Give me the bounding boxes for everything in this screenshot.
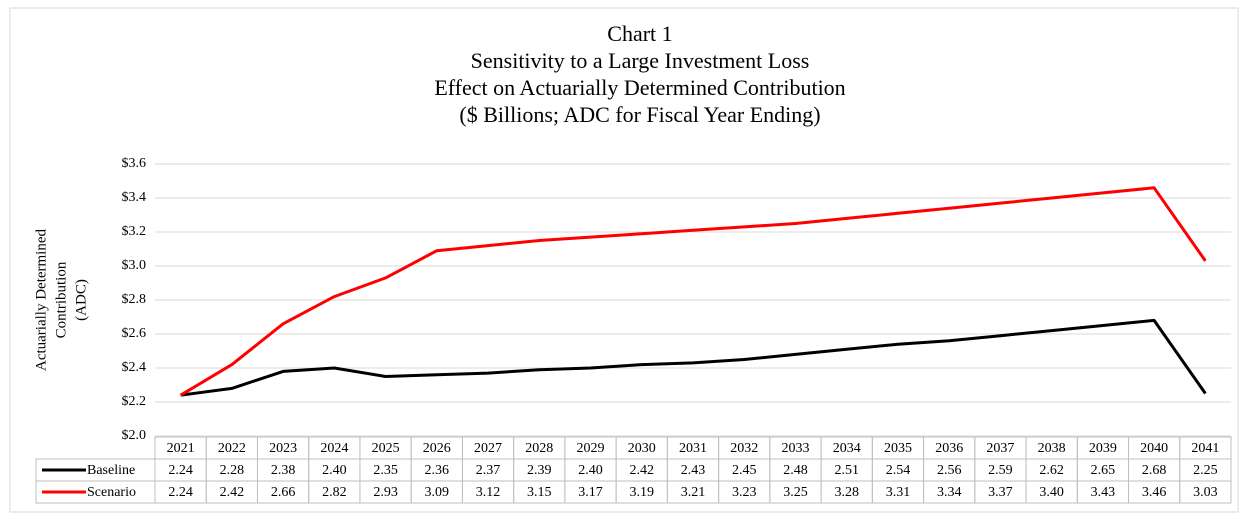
x-tick-label: 2021 — [167, 441, 195, 456]
table-value: 2.25 — [1193, 463, 1218, 478]
y-tick-label: $3.4 — [122, 190, 147, 205]
table-value: 2.28 — [220, 463, 245, 478]
table-cell — [1179, 480, 1232, 504]
y-tick-label: $2.6 — [122, 326, 147, 341]
table-value: 3.23 — [732, 485, 757, 500]
y-axis-label: (ADC) — [73, 279, 89, 321]
table-value: 3.03 — [1193, 485, 1218, 500]
table-value: 2.56 — [937, 463, 962, 478]
table-value: 2.40 — [322, 463, 347, 478]
x-tick-label: 2025 — [372, 441, 400, 456]
x-tick-label: 2036 — [935, 441, 963, 456]
x-tick-label: 2035 — [884, 441, 912, 456]
table-value: 3.31 — [886, 485, 911, 500]
x-tick-label: 2026 — [423, 441, 451, 456]
table-value: 2.38 — [271, 463, 296, 478]
table-value: 2.82 — [322, 485, 347, 500]
table-value: 2.93 — [373, 485, 398, 500]
legend-label: Scenario — [87, 485, 136, 500]
x-tick-label: 2029 — [577, 441, 605, 456]
x-tick-label: 2030 — [628, 441, 656, 456]
y-tick-label: $2.0 — [122, 428, 147, 443]
x-tick-label: 2027 — [474, 441, 502, 456]
table-value: 2.54 — [886, 463, 911, 478]
legend-label: Baseline — [87, 463, 135, 478]
x-tick-label: 2023 — [269, 441, 297, 456]
table-value: 2.45 — [732, 463, 757, 478]
table-value: 2.59 — [988, 463, 1013, 478]
y-tick-label: $2.4 — [122, 360, 147, 375]
x-tick-label: 2037 — [986, 441, 1014, 456]
chart-border — [9, 7, 1239, 513]
table-value: 2.51 — [834, 463, 859, 478]
x-tick-label: 2032 — [730, 441, 758, 456]
x-tick-label: 2028 — [525, 441, 553, 456]
chart-title: Chart 1 — [607, 21, 672, 46]
table-value: 3.09 — [425, 485, 450, 500]
table-value: 2.48 — [783, 463, 808, 478]
x-tick-label: 2039 — [1089, 441, 1117, 456]
table-value: 3.21 — [681, 485, 706, 500]
y-tick-label: $2.8 — [122, 292, 147, 307]
series-line — [179, 186, 1207, 397]
table-value: 2.40 — [578, 463, 603, 478]
x-tick-label: 2034 — [833, 441, 861, 456]
table-value: 2.62 — [1039, 463, 1064, 478]
table-value: 3.43 — [1091, 485, 1116, 500]
x-tick-label: 2040 — [1140, 441, 1168, 456]
y-tick-label: $2.2 — [122, 394, 147, 409]
x-tick-label: 2033 — [781, 441, 809, 456]
table-value: 2.35 — [373, 463, 398, 478]
series-line — [180, 318, 1207, 397]
x-tick-label: 2024 — [320, 441, 348, 456]
table-value: 3.12 — [476, 485, 501, 500]
table-value: 3.19 — [630, 485, 655, 500]
table-value: 2.36 — [425, 463, 450, 478]
table-value: 3.40 — [1039, 485, 1064, 500]
chart-title: Effect on Actuarially Determined Contrib… — [434, 75, 845, 100]
table-value: 3.28 — [834, 485, 859, 500]
table-cell — [35, 480, 156, 504]
table-value: 3.34 — [937, 485, 962, 500]
table-value: 2.24 — [168, 485, 193, 500]
table-value: 2.37 — [476, 463, 501, 478]
table-value: 2.24 — [168, 463, 193, 478]
chart-title: ($ Billions; ADC for Fiscal Year Ending) — [459, 102, 820, 127]
x-tick-label: 2022 — [218, 441, 246, 456]
y-axis-label: Contribution — [53, 261, 69, 338]
y-tick-label: $3.0 — [122, 258, 147, 273]
table-value: 2.68 — [1142, 463, 1167, 478]
table-value: 2.65 — [1091, 463, 1116, 478]
x-tick-label: 2038 — [1038, 441, 1066, 456]
table-value: 3.15 — [527, 485, 552, 500]
table-value: 3.46 — [1142, 485, 1167, 500]
chart-title: Sensitivity to a Large Investment Loss — [471, 48, 810, 73]
table-value: 2.42 — [630, 463, 655, 478]
x-tick-label: 2031 — [679, 441, 707, 456]
table-value: 2.39 — [527, 463, 552, 478]
y-tick-label: $3.2 — [122, 224, 147, 239]
y-tick-label: $3.6 — [122, 156, 147, 171]
table-value: 2.43 — [681, 463, 706, 478]
table-value: 3.17 — [578, 485, 603, 500]
table-value: 3.25 — [783, 485, 808, 500]
y-axis-label: Actuarially Determined — [33, 228, 49, 371]
table-value: 2.42 — [220, 485, 245, 500]
table-value: 3.37 — [988, 485, 1013, 500]
table-value: 2.66 — [271, 485, 296, 500]
x-tick-label: 2041 — [1191, 441, 1219, 456]
